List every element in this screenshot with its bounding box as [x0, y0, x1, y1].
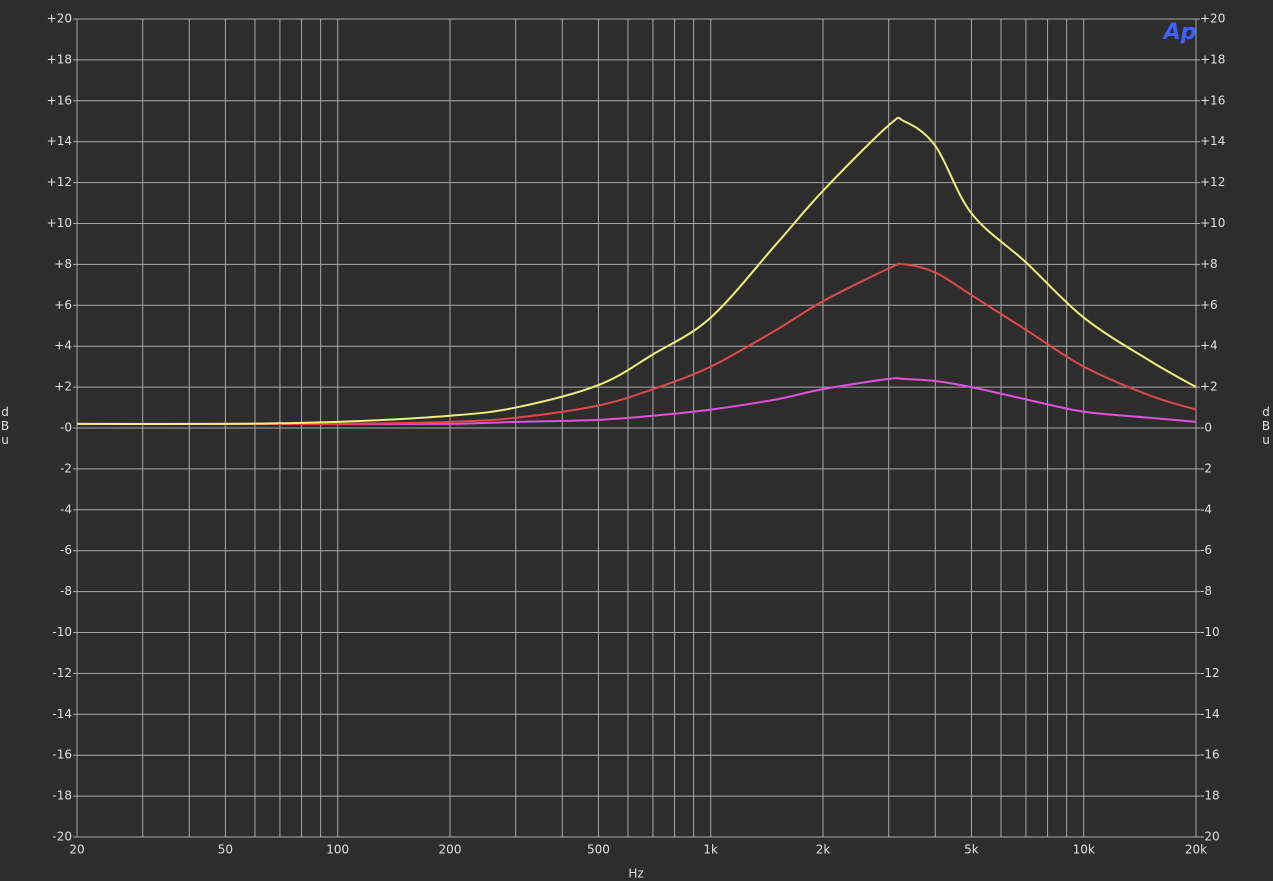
y-tick-label-right: -16 — [1200, 748, 1220, 762]
series-line — [76, 262, 1197, 426]
y-tick-label-right: +20 — [1200, 12, 1225, 26]
x-tick-label: 200 — [439, 843, 462, 857]
y-tick-label-right: -14 — [1200, 707, 1220, 721]
y-tick-label: +20 — [47, 12, 72, 26]
y-tick-label: -0 — [60, 421, 72, 435]
x-tick-label: 500 — [587, 843, 610, 857]
y-tick-label-right: -20 — [1200, 830, 1220, 844]
x-tick-label: 50 — [218, 843, 233, 857]
y-tick-label: -14 — [52, 707, 72, 721]
y-tick-label: -18 — [52, 789, 72, 803]
y-tick-label-right: +18 — [1200, 52, 1225, 66]
y-tick-label: -8 — [60, 584, 72, 598]
y-tick-label: +10 — [47, 216, 72, 230]
y-tick-label: -16 — [52, 748, 72, 762]
y-tick-label: +14 — [47, 134, 72, 148]
y-tick-label: +6 — [54, 298, 72, 312]
x-tick-label: 20k — [1185, 843, 1207, 857]
y-tick-label-right: +12 — [1200, 175, 1225, 189]
y-tick-label-right: +6 — [1200, 298, 1218, 312]
y-tick-label: +2 — [54, 380, 72, 394]
y-tick-label: +4 — [54, 339, 72, 353]
y-tick-label-right: +16 — [1200, 93, 1225, 107]
y-tick-label: +18 — [47, 52, 72, 66]
y-tick-label-right: +10 — [1200, 216, 1225, 230]
x-tick-label: 20 — [69, 843, 84, 857]
x-tick-label: 10k — [1073, 843, 1095, 857]
logo: Ap — [1162, 20, 1197, 45]
x-tick-label: 100 — [326, 843, 349, 857]
y-tick-label-right: -12 — [1200, 666, 1220, 680]
y-tick-label: +12 — [47, 175, 72, 189]
y-tick-label: -2 — [60, 461, 72, 475]
y-tick-label-right: +2 — [1200, 380, 1218, 394]
y-tick-label-right: -0 — [1200, 421, 1212, 435]
x-tick-label: 5k — [964, 843, 979, 857]
y-tick-label: -12 — [52, 666, 72, 680]
x-axis-label: Hz — [628, 867, 643, 881]
y-tick-label-right: +8 — [1200, 257, 1218, 271]
y-axis-label-right: dBu — [1261, 405, 1271, 447]
y-tick-label-right: -18 — [1200, 789, 1220, 803]
y-tick-label-right: -8 — [1200, 584, 1212, 598]
y-tick-label-right: -4 — [1200, 502, 1212, 516]
y-tick-label: -6 — [60, 543, 72, 557]
y-tick-label: -10 — [52, 625, 72, 639]
x-tick-label: 1k — [703, 843, 718, 857]
x-tick-label: 2k — [816, 843, 831, 857]
y-axis-label: dBu — [0, 405, 10, 447]
y-tick-label-right: -10 — [1200, 625, 1220, 639]
y-tick-label: -20 — [52, 830, 72, 844]
y-tick-label-right: -6 — [1200, 543, 1212, 557]
y-tick-label: +8 — [54, 257, 72, 271]
y-tick-label: -4 — [60, 502, 72, 516]
y-tick-label-right: +14 — [1200, 134, 1225, 148]
y-tick-label-right: -2 — [1200, 461, 1212, 475]
y-tick-label-right: +4 — [1200, 339, 1218, 353]
y-tick-label: +16 — [47, 93, 72, 107]
series-line — [76, 116, 1197, 426]
